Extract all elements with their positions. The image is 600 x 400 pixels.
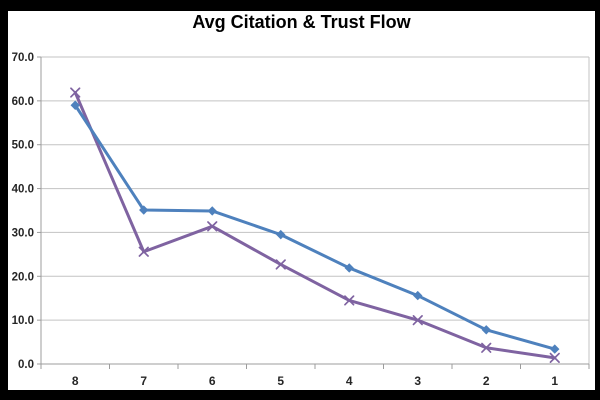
series-line-blue-diamond-series	[73, 103, 557, 351]
series-line-purple-x-series	[73, 91, 557, 360]
data-point-marker-diamond	[344, 263, 354, 273]
data-point-marker-x	[70, 87, 81, 98]
data-point-marker-x	[207, 221, 218, 232]
y-axis-tick-label: 20.0	[12, 271, 34, 283]
x-axis-tick-label: 3	[414, 374, 421, 388]
y-axis-tick-label: 0.0	[18, 359, 34, 371]
data-point-marker-diamond	[207, 206, 217, 216]
y-axis-tick-label: 40.0	[12, 184, 34, 196]
data-point-marker-x	[412, 314, 423, 326]
x-axis-tick-label: 6	[209, 374, 216, 388]
y-axis-tick-label: 60.0	[12, 96, 34, 108]
data-point-marker-x	[138, 246, 149, 257]
y-axis-tick-label: 50.0	[12, 140, 34, 152]
chart-background	[8, 11, 595, 390]
data-point-marker-diamond	[481, 325, 491, 335]
data-point-marker-diamond	[413, 290, 423, 301]
data-point-marker-x	[549, 352, 560, 364]
x-axis-tick-label: 7	[140, 374, 147, 388]
chart-title: Avg Citation & Trust Flow	[192, 12, 411, 32]
y-axis-tick-label: 30.0	[12, 227, 34, 239]
data-point-marker-x	[344, 295, 355, 306]
data-point-marker-diamond	[276, 229, 286, 240]
x-axis-tick-label: 1	[551, 374, 558, 388]
data-point-marker-diamond	[139, 205, 149, 215]
x-axis-tick-label: 5	[277, 374, 284, 388]
data-point-marker-x	[481, 342, 492, 353]
data-point-marker-diamond	[550, 344, 560, 354]
data-point-marker-diamond	[70, 100, 80, 110]
x-axis-tick-label: 4	[346, 374, 353, 388]
x-axis-tick-label: 8	[72, 374, 79, 388]
x-axis-tick-label: 2	[483, 374, 490, 388]
y-axis-tick-label: 10.0	[12, 315, 34, 327]
y-axis-tick-label: 70.0	[12, 52, 34, 64]
data-point-marker-x	[275, 259, 286, 270]
